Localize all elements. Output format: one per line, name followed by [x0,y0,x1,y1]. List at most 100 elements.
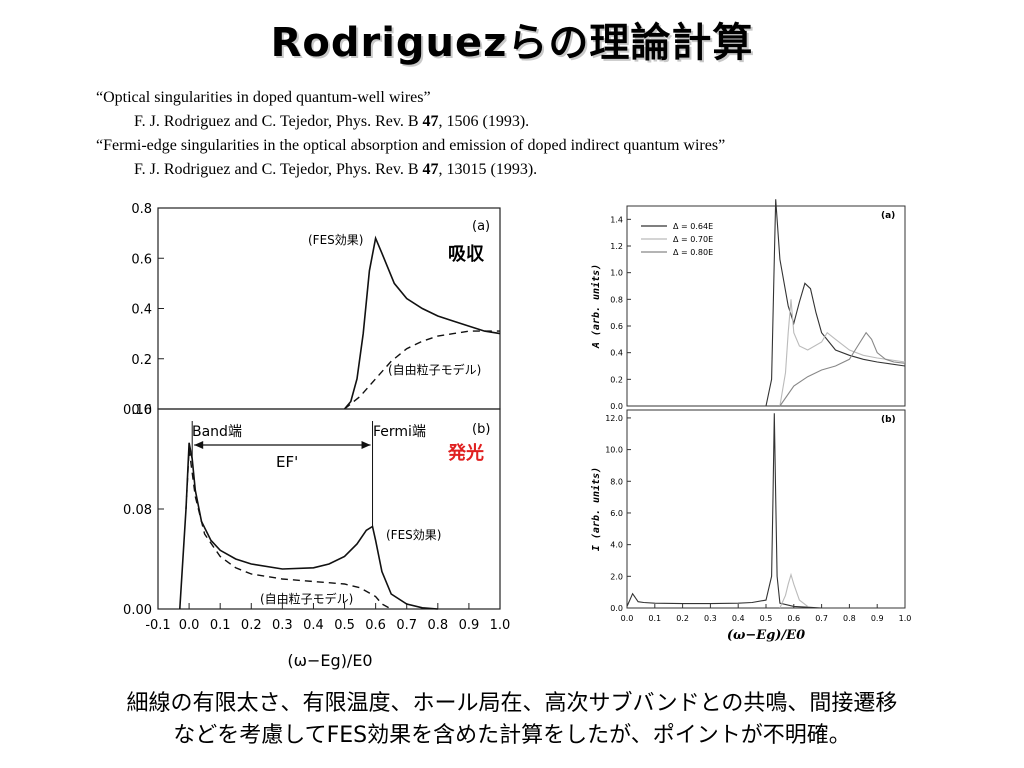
y-tick-label: 1.0 [610,269,623,278]
x-tick-label: 0.7 [396,618,417,633]
reference-1-volume: 47 [422,113,439,130]
y-tick-label: 4.0 [610,541,623,550]
references: “Optical singularities in doped quantum-… [96,86,976,182]
y-tick-label: 0.8 [610,295,623,304]
y-tick-label: 0.0 [131,403,152,418]
panel-a-label: (a) [881,211,895,221]
x-tick-label: 0.4 [303,618,324,633]
x-tick-label: 0.2 [676,614,689,623]
reference-1-title: “Optical singularities in doped quantum-… [96,89,431,106]
panel-b-label: (b) [881,415,896,425]
y-tick-label: 0.00 [123,603,152,618]
annotation-absorption: 吸収 [448,244,485,265]
panel-b-label: (b) [472,422,490,437]
annotation-emission: 発光 [447,442,484,464]
x-tick-label: 0.9 [459,618,480,633]
y-tick-label: 1.2 [610,242,623,251]
x-tick-label: 0.4 [732,614,745,623]
y-axis-label: A (arb. units) [590,264,602,349]
y-tick-label: 0.2 [131,353,152,368]
reference-2-volume: 47 [422,161,439,178]
y-tick-label: 10.0 [605,446,623,455]
y-tick-label: 0.0 [610,604,623,613]
annotation-band-edge: Band端 [192,424,242,440]
y-tick-label: 2.0 [610,572,623,581]
x-tick-label: -0.1 [145,618,170,633]
y-tick-label: 0.4 [610,349,623,358]
x-tick-label: 0.8 [843,614,856,623]
annotation-fes-b: (FES効果) [386,527,441,542]
reference-1-authors: F. J. Rodriguez and C. Tejedor, Phys. Re… [134,113,423,130]
annotation-fermi-edge: Fermi端 [373,424,426,440]
y-tick-label: 0.16 [123,403,152,418]
y-tick-label: 0.0 [610,402,623,411]
reference-2-authors: F. J. Rodriguez and C. Tejedor, Phys. Re… [134,161,423,178]
x-tick-label: 0.8 [427,618,448,633]
x-tick-label: 0.0 [179,618,200,633]
reference-1-citation: F. J. Rodriguez and C. Tejedor, Phys. Re… [96,110,976,134]
x-tick-label: 0.1 [648,614,661,623]
legend-label: Δ = 0.64E [673,222,713,231]
y-tick-label: 0.08 [123,503,152,518]
x-tick-label: 0.7 [815,614,828,623]
right-panel-b: 0.0 2.0 4.0 6.0 8.0 10.0 12.0 0.0 0.1 0.2 0.3 0.4 0.… [590,409,912,643]
x-tick-label: 0.6 [787,614,800,623]
reference-1-pages: , 1506 (1993). [438,113,530,130]
y-tick-label: 1.4 [610,215,623,224]
fes-absorption-line [343,235,501,410]
x-tick-label: 0.3 [272,618,293,633]
y-tick-label: 8.0 [610,477,623,486]
annotation-fes: (FES効果) [308,232,363,247]
free-particle-emission-line [185,448,392,610]
ef-arrow-right-head [361,441,371,449]
y-tick-label: 6.0 [610,509,623,518]
left-panel-b: 0.00 0.08 0.16 -0.1 0.0 0.1 0.2 0.3 0.4 0.5 0.6 0.7… [123,403,510,670]
left-figure: 0.0 0.2 0.4 0.6 0.8 (a) (FES効果) 吸収 (自由粒子モデル) 0.0… [123,202,510,670]
x-tick-label: 1.0 [899,614,912,623]
slide-title: Rodriguezらの理論計算 [270,20,754,66]
free-particle-absorption-line [344,330,500,410]
x-tick-label: 0.3 [704,614,717,623]
y-tick-label: 0.6 [610,322,623,331]
right-panel-a: 0.0 0.2 0.4 0.6 0.8 1.0 1.2 1.4 A (arb. units) Δ … [590,199,906,411]
legend-label: Δ = 0.80E [673,248,713,257]
emission-line-1 [626,413,822,609]
reference-2-citation: F. J. Rodriguez and C. Tejedor, Phys. Re… [96,158,976,182]
caption: 細線の有限太さ、有限温度、ホール局在、高次サブバンドとの共鳴、間接遷移 などを考… [0,688,1024,752]
x-tick-label: 0.5 [760,614,773,623]
ef-arrow-left-head [194,441,204,449]
annotation-free-particle: (自由粒子モデル) [388,362,481,377]
y-tick-label: 0.2 [610,375,623,384]
x-axis-label: (ω−Eg)/E0 [287,651,372,670]
left-panel-a: 0.0 0.2 0.4 0.6 0.8 (a) (FES効果) 吸収 (自由粒子モデル) [131,202,501,418]
y-tick-label: 0.8 [131,202,152,217]
y-tick-label: 0.4 [131,303,152,318]
x-tick-label: 0.6 [365,618,386,633]
series-line-2 [779,299,906,407]
x-tick-label: 0.5 [334,618,355,633]
panel-a-frame [626,205,906,407]
legend-label: Δ = 0.70E [673,235,713,244]
emission-line-2 [779,572,809,609]
panel-a-label: (a) [472,219,490,234]
caption-line-2: などを考慮してFES効果を含めた計算をしたが、ポイントが不明確。 [173,723,851,748]
x-tick-label: 0.0 [621,614,634,623]
x-axis-label: (ω−Eg)/E0 [727,628,805,643]
x-tick-label: 0.2 [241,618,262,633]
right-figure: 0.0 0.2 0.4 0.6 0.8 1.0 1.2 1.4 A (arb. units) Δ … [590,199,912,643]
x-tick-label: 0.9 [871,614,884,623]
x-tick-label: 1.0 [490,618,511,633]
caption-line-1: 細線の有限太さ、有限温度、ホール局在、高次サブバンドとの共鳴、間接遷移 [126,691,898,716]
fes-emission-line [179,442,438,610]
panel-b-frame [626,409,906,609]
series-line-3 [779,331,906,407]
reference-2-pages: , 13015 (1993). [438,161,538,178]
annotation-free-particle-b: (自由粒子モデル) [260,591,353,606]
annotation-ef: EF' [276,453,298,471]
series-line-1 [765,199,906,407]
y-tick-label: 0.6 [131,252,152,267]
y-axis-label: I (arb. units) [590,467,602,551]
reference-2-title: “Fermi-edge singularities in the optical… [96,137,726,154]
x-tick-label: 0.1 [210,618,231,633]
y-tick-label: 12.0 [605,414,623,423]
